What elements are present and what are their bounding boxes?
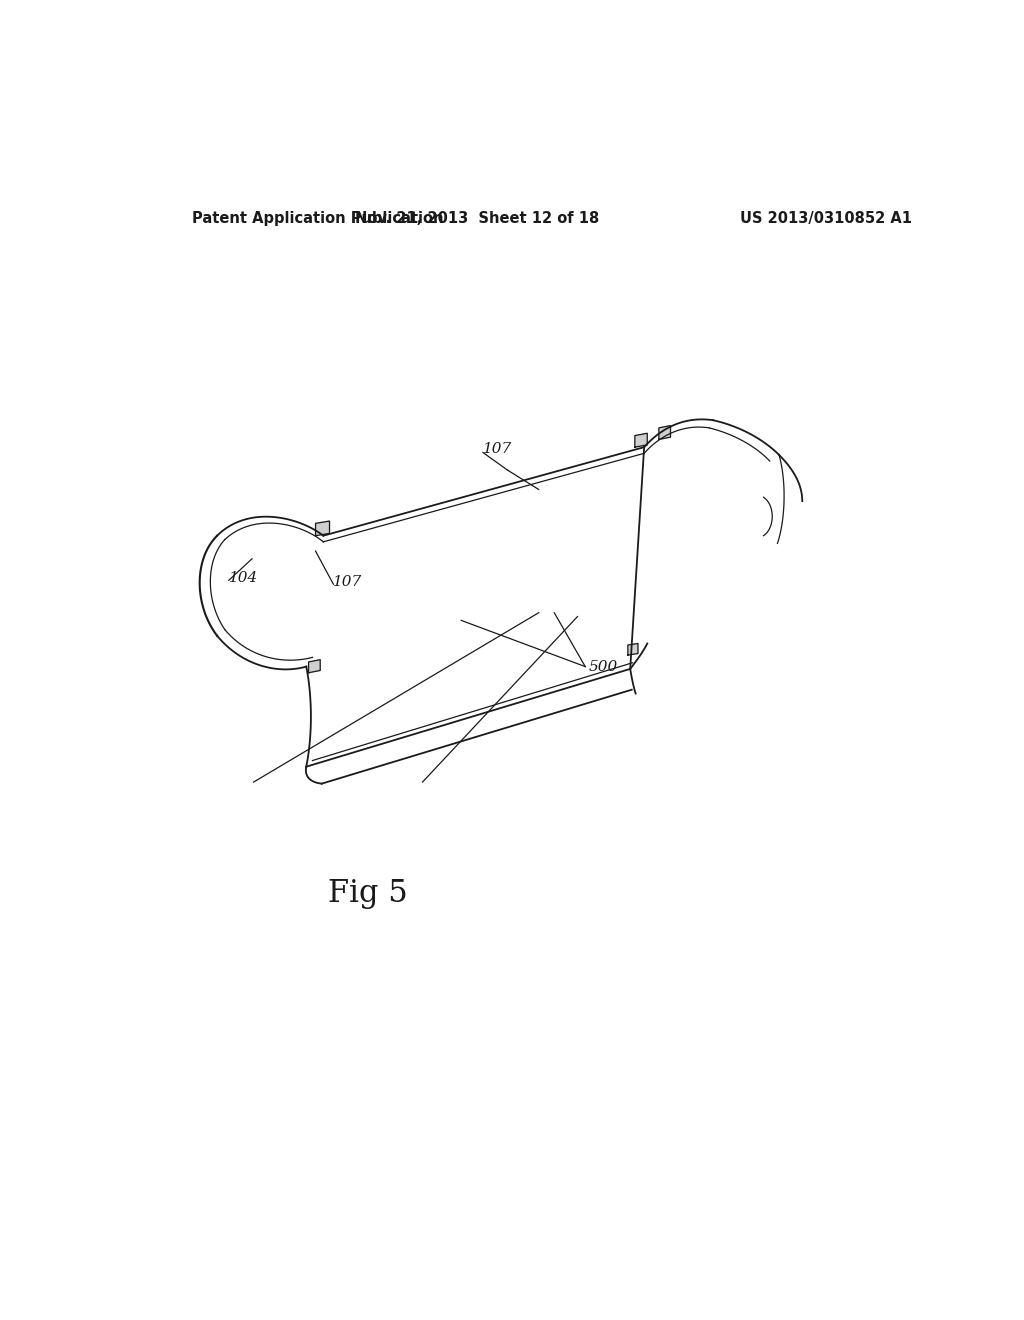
Text: Fig 5: Fig 5	[329, 878, 409, 909]
Polygon shape	[658, 425, 671, 440]
Polygon shape	[315, 521, 330, 536]
Text: Nov. 21, 2013  Sheet 12 of 18: Nov. 21, 2013 Sheet 12 of 18	[354, 211, 599, 226]
Text: 107: 107	[334, 576, 362, 589]
Polygon shape	[308, 660, 321, 673]
Text: Patent Application Publication: Patent Application Publication	[191, 211, 443, 226]
Text: US 2013/0310852 A1: US 2013/0310852 A1	[739, 211, 911, 226]
Text: 104: 104	[228, 572, 258, 585]
Polygon shape	[635, 433, 647, 447]
Text: 500: 500	[589, 660, 617, 673]
Polygon shape	[628, 644, 638, 655]
Text: 107: 107	[483, 442, 512, 457]
